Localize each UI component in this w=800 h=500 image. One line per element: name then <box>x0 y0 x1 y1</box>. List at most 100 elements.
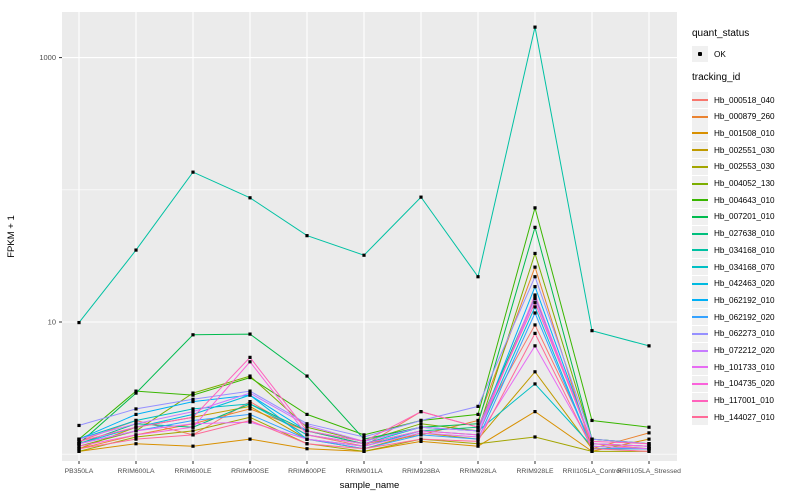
data-point[interactable] <box>77 442 81 446</box>
data-point[interactable] <box>533 344 537 348</box>
data-point[interactable] <box>647 437 651 441</box>
data-point[interactable] <box>533 265 537 269</box>
data-point[interactable] <box>476 444 480 448</box>
legend-item-Hb_034168_070[interactable]: Hb_034168_070 <box>692 259 775 275</box>
data-point[interactable] <box>476 439 480 443</box>
data-point[interactable] <box>134 412 138 417</box>
data-point[interactable] <box>533 25 537 29</box>
data-point[interactable] <box>533 331 537 335</box>
data-point[interactable] <box>647 442 651 446</box>
data-point[interactable] <box>419 195 423 199</box>
data-point[interactable] <box>134 425 138 429</box>
data-point[interactable] <box>590 444 594 448</box>
data-point[interactable] <box>533 410 537 414</box>
legend-item-Hb_001508_010[interactable]: Hb_001508_010 <box>692 125 775 142</box>
data-point[interactable] <box>134 435 138 439</box>
data-point[interactable] <box>248 418 252 423</box>
data-point[interactable] <box>476 435 480 439</box>
data-point[interactable] <box>590 449 594 453</box>
data-point[interactable] <box>134 389 138 393</box>
data-point[interactable] <box>362 437 366 441</box>
data-point[interactable] <box>248 332 252 336</box>
data-point[interactable] <box>476 422 480 426</box>
data-point[interactable] <box>248 407 252 411</box>
data-point[interactable] <box>191 393 195 397</box>
legend-item-quant-ok[interactable]: OK <box>692 46 726 62</box>
data-point[interactable] <box>191 412 195 417</box>
data-point[interactable] <box>533 370 537 374</box>
legend-item-Hb_144027_010[interactable]: Hb_144027_010 <box>692 409 775 426</box>
legend-item-Hb_002553_030[interactable]: Hb_002553_030 <box>692 158 775 175</box>
data-point[interactable] <box>419 422 423 426</box>
data-point[interactable] <box>191 399 195 404</box>
data-point[interactable] <box>77 439 81 443</box>
legend-item-Hb_104735_020[interactable]: Hb_104735_020 <box>692 375 775 392</box>
data-point[interactable] <box>248 420 252 424</box>
data-point[interactable] <box>476 442 480 446</box>
data-point[interactable] <box>533 305 537 309</box>
data-point[interactable] <box>533 295 537 299</box>
data-point[interactable] <box>191 425 195 429</box>
data-point[interactable] <box>305 447 309 451</box>
legend-item-Hb_027638_010[interactable]: Hb_027638_010 <box>692 225 775 242</box>
data-point[interactable] <box>305 442 309 446</box>
legend-item-Hb_042463_020[interactable]: Hb_042463_020 <box>692 275 775 292</box>
data-point[interactable] <box>248 389 252 393</box>
data-point[interactable] <box>134 442 138 446</box>
data-point[interactable] <box>191 397 195 401</box>
data-point[interactable] <box>533 275 537 279</box>
legend-item-Hb_004052_130[interactable]: Hb_004052_130 <box>692 175 775 192</box>
data-point[interactable] <box>191 415 195 419</box>
data-point[interactable] <box>476 404 480 408</box>
data-point[interactable] <box>191 433 195 437</box>
data-point[interactable] <box>362 253 366 257</box>
data-point[interactable] <box>134 429 138 433</box>
data-point[interactable] <box>419 439 423 443</box>
data-point[interactable] <box>77 444 81 448</box>
data-point[interactable] <box>647 431 651 435</box>
data-point[interactable] <box>647 449 651 453</box>
legend-item-Hb_000518_040[interactable]: Hb_000518_040 <box>692 92 775 108</box>
data-point[interactable] <box>248 393 252 397</box>
data-point[interactable] <box>305 433 309 437</box>
legend-item-Hb_062192_020[interactable]: Hb_062192_020 <box>692 309 775 326</box>
data-point[interactable] <box>134 433 138 437</box>
data-point[interactable] <box>191 391 195 395</box>
data-point[interactable] <box>590 329 594 333</box>
data-point[interactable] <box>476 433 480 437</box>
data-point[interactable] <box>248 399 252 404</box>
data-point[interactable] <box>533 301 537 305</box>
data-point[interactable] <box>248 404 252 408</box>
legend-item-Hb_007201_010[interactable]: Hb_007201_010 <box>692 208 775 225</box>
data-point[interactable] <box>590 418 594 423</box>
data-point[interactable] <box>419 418 423 423</box>
data-point[interactable] <box>248 415 252 419</box>
data-point[interactable] <box>305 437 309 441</box>
data-point[interactable] <box>476 412 480 417</box>
data-point[interactable] <box>419 437 423 441</box>
legend-item-Hb_101733_010[interactable]: Hb_101733_010 <box>692 359 775 376</box>
data-point[interactable] <box>590 439 594 443</box>
data-point[interactable] <box>647 447 651 451</box>
data-point[interactable] <box>476 275 480 279</box>
data-point[interactable] <box>476 429 480 433</box>
legend-item-Hb_072212_020[interactable]: Hb_072212_020 <box>692 342 775 359</box>
data-point[interactable] <box>134 418 138 423</box>
data-point[interactable] <box>419 425 423 429</box>
data-point[interactable] <box>476 437 480 441</box>
data-point[interactable] <box>134 437 138 441</box>
data-point[interactable] <box>77 320 81 325</box>
legend-item-Hb_002551_030[interactable]: Hb_002551_030 <box>692 142 775 159</box>
data-point[interactable] <box>191 422 195 426</box>
data-point[interactable] <box>191 418 195 423</box>
data-point[interactable] <box>419 431 423 435</box>
data-point[interactable] <box>533 311 537 315</box>
data-point[interactable] <box>590 447 594 451</box>
data-point[interactable] <box>590 437 594 441</box>
data-point[interactable] <box>533 251 537 256</box>
data-point[interactable] <box>305 234 309 238</box>
data-point[interactable] <box>362 435 366 439</box>
data-point[interactable] <box>191 429 195 433</box>
data-point[interactable] <box>533 435 537 439</box>
data-point[interactable] <box>476 418 480 423</box>
